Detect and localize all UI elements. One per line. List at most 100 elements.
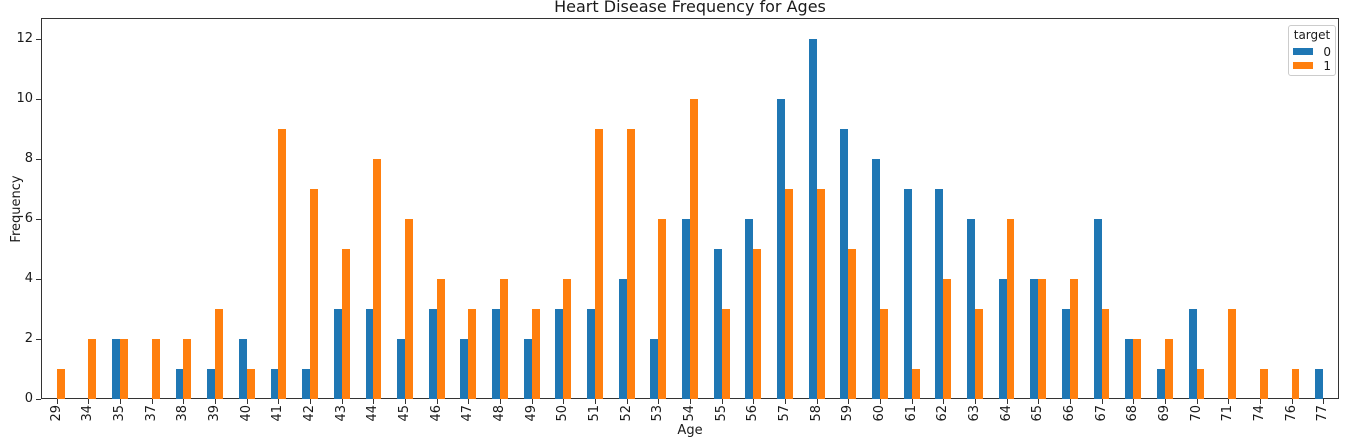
x-tick-mark-70: [1196, 399, 1198, 404]
bar-target1-age-52: [626, 129, 635, 399]
bar-target0-age-50: [555, 309, 564, 399]
x-tick-label-55: 55: [713, 405, 729, 422]
bar-target1-age-51: [595, 129, 603, 399]
x-tick-mark-61: [911, 399, 913, 404]
x-tick-mark-29: [56, 399, 58, 404]
x-tick-label-29: 29: [48, 405, 64, 422]
bar-target0-age-59: [840, 129, 849, 399]
bar-target0-age-68: [1125, 339, 1134, 399]
x-tick-mark-46: [436, 399, 438, 404]
bar-target0-age-49: [523, 339, 532, 399]
bar-target0-age-45: [397, 339, 406, 399]
x-tick-label-77: 77: [1315, 405, 1331, 422]
bar-target0-age-67: [1093, 219, 1102, 399]
legend-entry-target-0: 0: [1293, 46, 1331, 58]
x-tick-label-69: 69: [1156, 405, 1172, 422]
x-tick-mark-52: [626, 399, 628, 404]
y-tick-label-0: 0: [24, 391, 33, 406]
x-tick-label-35: 35: [112, 405, 128, 422]
x-tick-label-62: 62: [935, 405, 951, 422]
bar-target1-age-56: [753, 249, 762, 399]
x-tick-label-59: 59: [840, 405, 856, 422]
x-tick-mark-48: [500, 399, 502, 404]
bar-target0-age-63: [967, 219, 975, 399]
bar-target1-age-67: [1101, 309, 1110, 399]
x-tick-label-46: 46: [428, 405, 444, 422]
bar-target1-age-70: [1196, 369, 1205, 399]
bar-target1-age-69: [1164, 339, 1173, 399]
x-tick-label-49: 49: [523, 405, 539, 422]
x-tick-label-56: 56: [745, 405, 761, 422]
bar-target1-age-76: [1291, 369, 1300, 399]
x-tick-mark-62: [943, 399, 945, 404]
bar-target0-age-66: [1061, 309, 1070, 399]
x-tick-label-47: 47: [460, 405, 476, 422]
x-tick-label-39: 39: [207, 405, 223, 422]
x-tick-label-63: 63: [966, 405, 982, 422]
bar-target0-age-57: [777, 99, 785, 399]
bar-target1-age-49: [531, 309, 540, 399]
bar-target1-age-47: [468, 309, 477, 399]
x-tick-mark-53: [658, 399, 660, 404]
x-tick-label-71: 71: [1220, 405, 1236, 422]
bar-target1-age-40: [246, 369, 255, 399]
legend-swatch-target-0-icon: [1293, 48, 1313, 55]
bar-target1-age-53: [658, 219, 667, 399]
bar-target1-age-63: [974, 309, 983, 399]
bar-target1-age-35: [120, 339, 129, 399]
bar-target1-age-55: [721, 309, 730, 399]
x-tick-label-70: 70: [1188, 405, 1204, 422]
legend-title: target: [1293, 28, 1331, 42]
y-tick-mark-8: [36, 158, 41, 160]
y-tick-label-4: 4: [24, 271, 33, 286]
bar-target1-age-38: [183, 339, 192, 399]
x-tick-mark-71: [1228, 399, 1230, 404]
x-tick-mark-41: [278, 399, 280, 404]
plot-area: target 0 1: [41, 18, 1339, 399]
x-tick-label-67: 67: [1093, 405, 1109, 422]
x-tick-mark-74: [1259, 399, 1261, 404]
bar-target0-age-43: [333, 309, 342, 399]
bar-target0-age-60: [872, 159, 880, 399]
x-tick-label-74: 74: [1251, 405, 1267, 422]
bar-target1-age-34: [88, 339, 97, 399]
x-tick-mark-67: [1101, 399, 1103, 404]
x-tick-label-51: 51: [587, 405, 603, 422]
bar-target0-age-46: [428, 309, 437, 399]
x-tick-label-48: 48: [492, 405, 508, 422]
x-tick-label-68: 68: [1125, 405, 1141, 422]
bar-target0-age-62: [935, 189, 944, 399]
bar-target0-age-61: [903, 189, 912, 399]
y-tick-mark-12: [36, 38, 41, 40]
legend-label-target-1: 1: [1323, 58, 1331, 73]
x-tick-mark-63: [974, 399, 976, 404]
bar-target0-age-35: [112, 339, 121, 399]
bar-target0-age-41: [270, 369, 279, 399]
x-tick-mark-64: [1006, 399, 1008, 404]
x-tick-mark-55: [721, 399, 723, 404]
x-tick-label-43: 43: [333, 405, 349, 422]
bar-target1-age-44: [373, 159, 382, 399]
bar-target0-age-39: [207, 369, 216, 399]
bar-target1-age-66: [1069, 279, 1078, 399]
y-tick-label-8: 8: [24, 151, 33, 166]
x-tick-mark-44: [373, 399, 375, 404]
bar-target0-age-77: [1315, 369, 1324, 399]
bar-target1-age-57: [784, 189, 793, 399]
x-axis-label: Age: [677, 423, 703, 438]
bar-target0-age-65: [1030, 279, 1039, 399]
bar-target0-age-56: [745, 219, 754, 399]
bar-target0-age-48: [492, 309, 501, 399]
x-tick-mark-34: [88, 399, 90, 404]
x-tick-mark-51: [595, 399, 597, 404]
x-tick-label-52: 52: [618, 405, 634, 422]
x-tick-mark-39: [215, 399, 217, 404]
chart-title: Heart Disease Frequency for Ages: [554, 0, 826, 16]
bar-target1-age-62: [943, 279, 952, 399]
x-tick-mark-49: [531, 399, 533, 404]
x-tick-label-40: 40: [238, 405, 254, 422]
y-tick-label-2: 2: [24, 331, 33, 346]
bar-target0-age-54: [682, 219, 690, 399]
